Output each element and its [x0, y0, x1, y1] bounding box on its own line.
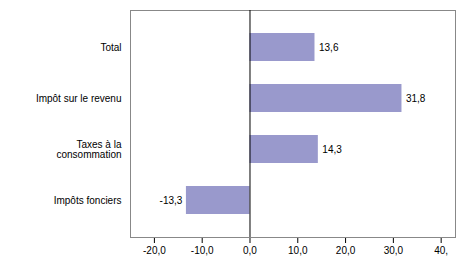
- svg-text:-10,0: -10,0: [191, 245, 214, 256]
- svg-text:14,3: 14,3: [322, 144, 342, 155]
- svg-text:0,0: 0,0: [243, 245, 257, 256]
- svg-text:40,: 40,: [434, 245, 448, 256]
- svg-text:Total: Total: [100, 42, 121, 53]
- svg-text:30,0: 30,0: [384, 245, 404, 256]
- svg-text:Impôt sur le revenu: Impôt sur le revenu: [36, 93, 122, 104]
- svg-text:Taxes à laconsommation: Taxes à laconsommation: [56, 139, 121, 160]
- svg-text:13,6: 13,6: [319, 42, 339, 53]
- svg-text:-20,0: -20,0: [143, 245, 166, 256]
- svg-text:20,0: 20,0: [336, 245, 356, 256]
- svg-text:Impôts fonciers: Impôts fonciers: [54, 195, 122, 206]
- svg-text:31,8: 31,8: [406, 93, 426, 104]
- svg-text:-13,3: -13,3: [160, 195, 183, 206]
- svg-text:10,0: 10,0: [288, 245, 308, 256]
